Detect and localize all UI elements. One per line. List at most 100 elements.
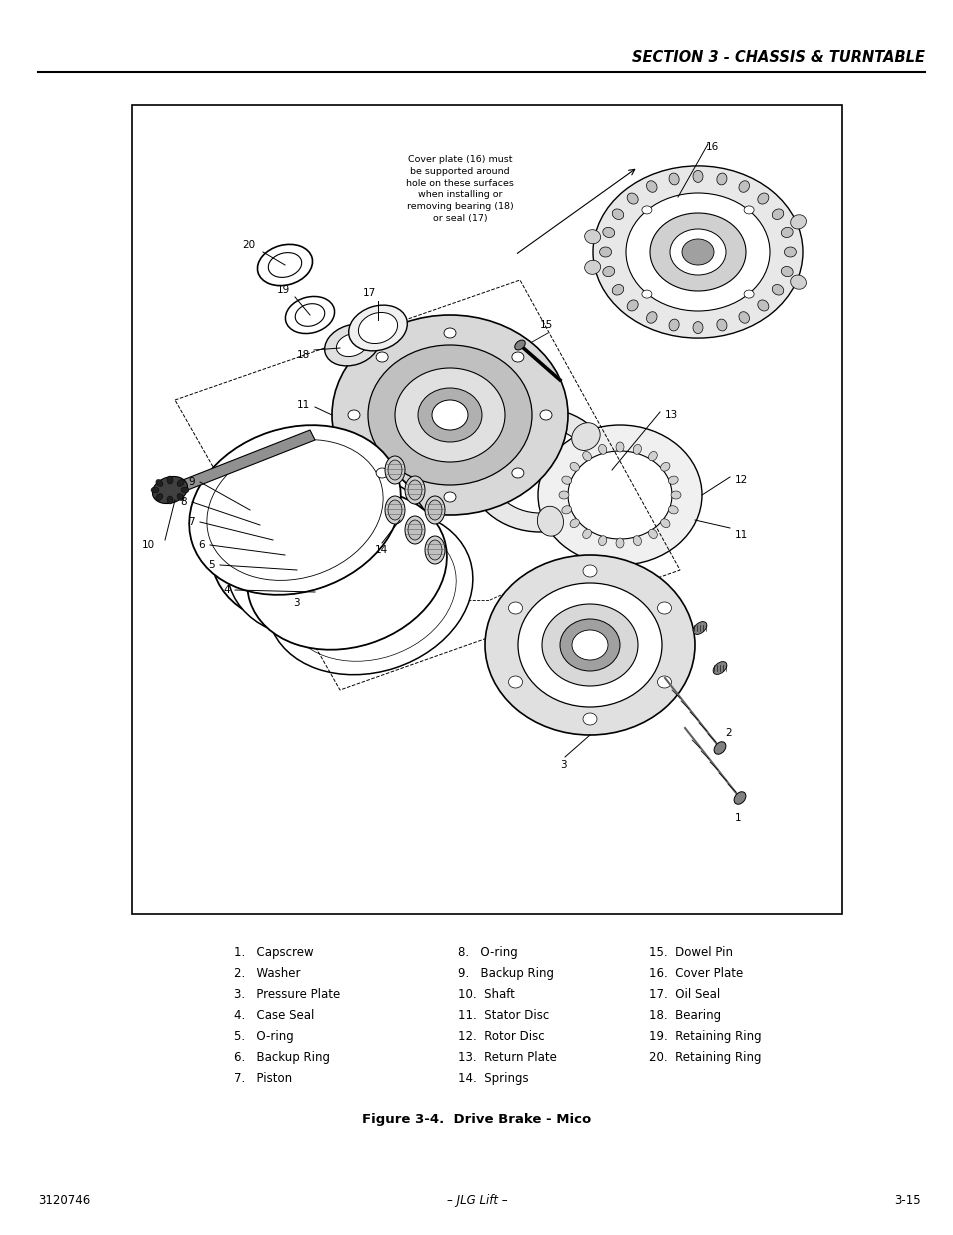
Ellipse shape	[659, 462, 669, 472]
Ellipse shape	[167, 496, 172, 504]
Ellipse shape	[657, 601, 671, 614]
Ellipse shape	[668, 505, 678, 514]
Ellipse shape	[508, 601, 522, 614]
Ellipse shape	[238, 477, 395, 603]
Text: 3: 3	[294, 598, 299, 608]
Ellipse shape	[626, 193, 638, 204]
Ellipse shape	[388, 459, 401, 480]
Ellipse shape	[692, 321, 702, 333]
Ellipse shape	[681, 240, 713, 266]
Ellipse shape	[375, 352, 388, 362]
Ellipse shape	[668, 319, 679, 331]
Text: – JLG Lift –: – JLG Lift –	[446, 1194, 507, 1207]
Ellipse shape	[612, 284, 623, 295]
Ellipse shape	[537, 425, 701, 564]
Ellipse shape	[790, 215, 805, 228]
Text: 18.  Bearing: 18. Bearing	[648, 1009, 720, 1021]
Ellipse shape	[612, 209, 623, 220]
Text: 9.   Backup Ring: 9. Backup Ring	[457, 967, 554, 979]
Ellipse shape	[417, 388, 481, 442]
Text: Cover plate (16) must
be supported around
hole on these surfaces
when installing: Cover plate (16) must be supported aroun…	[406, 156, 514, 224]
Ellipse shape	[368, 345, 532, 485]
Ellipse shape	[207, 446, 407, 605]
Ellipse shape	[716, 173, 726, 185]
Ellipse shape	[646, 180, 657, 193]
Ellipse shape	[757, 193, 768, 204]
Text: SECTION 3 - CHASSIS & TURNTABLE: SECTION 3 - CHASSIS & TURNTABLE	[632, 49, 924, 65]
Ellipse shape	[598, 536, 606, 546]
Ellipse shape	[739, 180, 749, 193]
Ellipse shape	[668, 173, 679, 185]
Text: 18: 18	[296, 350, 310, 359]
Text: 1: 1	[734, 813, 740, 823]
Text: 2.   Washer: 2. Washer	[233, 967, 300, 979]
Text: 20: 20	[242, 240, 254, 249]
Ellipse shape	[468, 438, 497, 466]
Ellipse shape	[512, 468, 523, 478]
Bar	[132, 105, 841, 914]
Polygon shape	[170, 430, 314, 495]
Ellipse shape	[771, 284, 783, 295]
Ellipse shape	[572, 630, 607, 659]
Ellipse shape	[616, 442, 623, 452]
Ellipse shape	[668, 475, 678, 484]
Ellipse shape	[405, 516, 424, 543]
Ellipse shape	[714, 742, 725, 755]
Ellipse shape	[177, 494, 184, 500]
Ellipse shape	[602, 267, 614, 277]
Text: 2: 2	[724, 727, 731, 739]
Ellipse shape	[358, 312, 397, 343]
Text: Figure 3-4.  Drive Brake - Mico: Figure 3-4. Drive Brake - Mico	[362, 1113, 591, 1126]
Text: 1.   Capscrew: 1. Capscrew	[233, 946, 313, 958]
Ellipse shape	[155, 494, 163, 500]
Ellipse shape	[388, 500, 401, 520]
Text: 3.   Pressure Plate: 3. Pressure Plate	[233, 988, 339, 1000]
Text: 4.   Case Seal: 4. Case Seal	[233, 1009, 314, 1021]
Ellipse shape	[641, 206, 651, 214]
Text: 16: 16	[705, 142, 719, 152]
Ellipse shape	[743, 206, 753, 214]
Text: 11: 11	[734, 530, 747, 540]
Ellipse shape	[648, 529, 657, 538]
Ellipse shape	[152, 477, 188, 504]
Ellipse shape	[324, 324, 379, 366]
Ellipse shape	[599, 247, 611, 257]
Ellipse shape	[739, 311, 749, 324]
Ellipse shape	[626, 300, 638, 311]
Ellipse shape	[336, 333, 367, 357]
Ellipse shape	[584, 261, 600, 274]
Ellipse shape	[348, 305, 407, 351]
Ellipse shape	[508, 676, 522, 688]
Ellipse shape	[207, 440, 383, 580]
Text: 11: 11	[296, 400, 310, 410]
Ellipse shape	[743, 290, 753, 298]
Ellipse shape	[561, 505, 571, 514]
Ellipse shape	[248, 489, 412, 621]
Ellipse shape	[641, 290, 651, 298]
Ellipse shape	[783, 247, 796, 257]
Ellipse shape	[177, 479, 184, 487]
Text: 15: 15	[539, 320, 553, 330]
Ellipse shape	[771, 209, 783, 220]
Text: 3-15: 3-15	[893, 1194, 920, 1207]
Ellipse shape	[582, 529, 591, 538]
Ellipse shape	[512, 352, 523, 362]
Ellipse shape	[716, 319, 726, 331]
Text: 8: 8	[180, 496, 187, 508]
Text: 6: 6	[198, 540, 205, 550]
Ellipse shape	[517, 583, 661, 706]
Ellipse shape	[151, 487, 159, 493]
Ellipse shape	[332, 315, 567, 515]
Ellipse shape	[285, 296, 335, 333]
Ellipse shape	[757, 300, 768, 311]
Ellipse shape	[733, 792, 745, 804]
Text: 4: 4	[223, 585, 230, 595]
Ellipse shape	[181, 487, 189, 493]
Ellipse shape	[567, 451, 671, 538]
Ellipse shape	[582, 564, 597, 577]
Ellipse shape	[648, 452, 657, 461]
Ellipse shape	[155, 479, 163, 487]
Ellipse shape	[428, 540, 441, 559]
Ellipse shape	[408, 520, 421, 540]
Text: 3: 3	[559, 760, 566, 769]
